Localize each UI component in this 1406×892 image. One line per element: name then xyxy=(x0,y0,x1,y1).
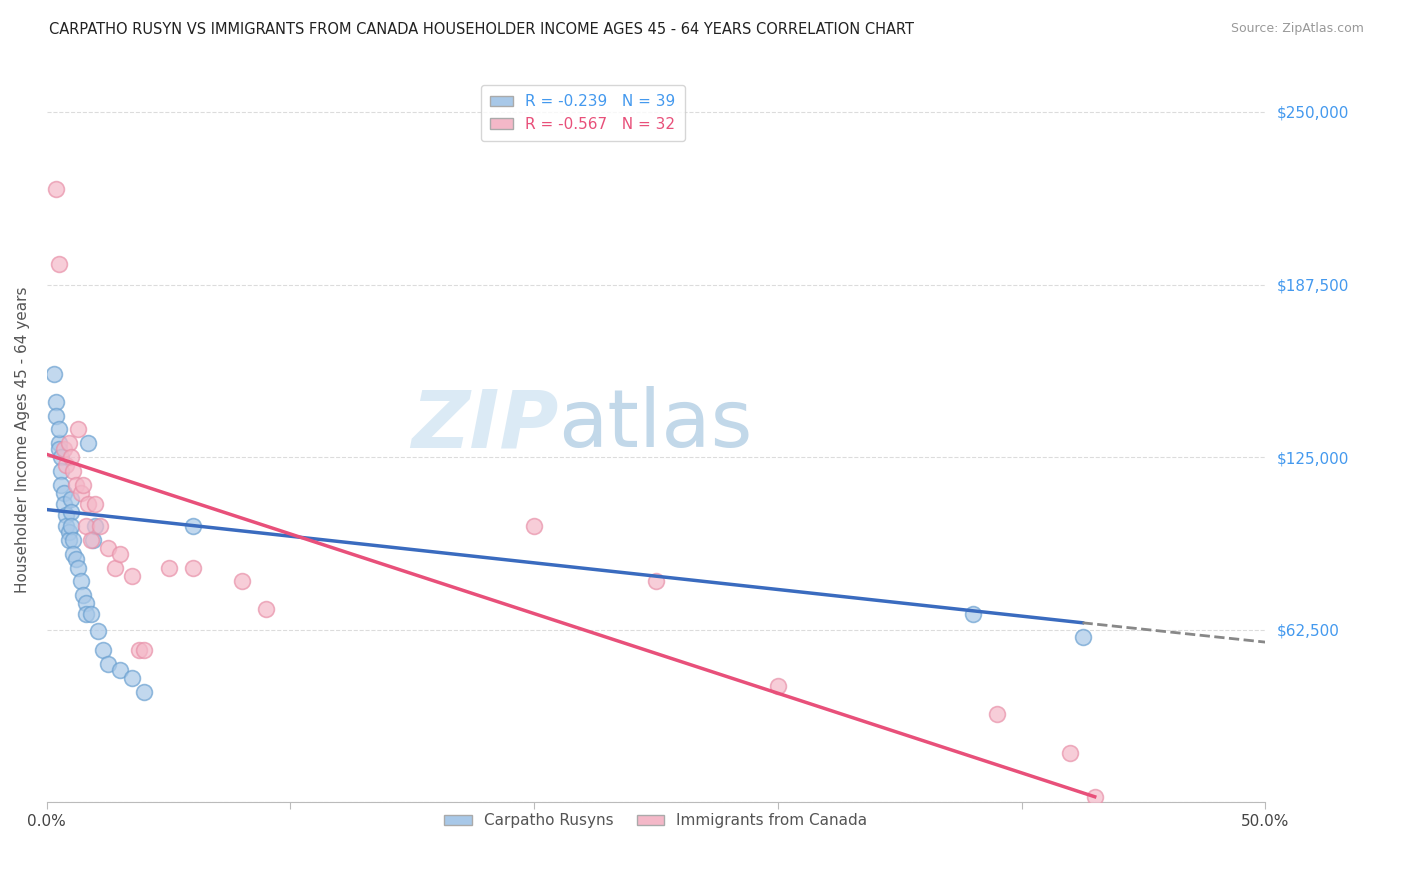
Point xyxy=(55,519,77,533)
Point xyxy=(108,663,131,677)
Point xyxy=(254,602,277,616)
Point xyxy=(48,436,70,450)
Point xyxy=(55,458,77,473)
Point xyxy=(62,533,84,547)
Point xyxy=(62,464,84,478)
Point xyxy=(1059,746,1081,760)
Point xyxy=(51,464,73,478)
Point xyxy=(72,588,94,602)
Point xyxy=(52,442,75,456)
Point xyxy=(97,657,120,672)
Point xyxy=(84,497,107,511)
Point xyxy=(52,497,75,511)
Point xyxy=(79,607,101,622)
Point xyxy=(121,569,143,583)
Point xyxy=(87,624,110,638)
Point xyxy=(766,679,789,693)
Legend: Carpatho Rusyns, Immigrants from Canada: Carpatho Rusyns, Immigrants from Canada xyxy=(439,807,873,835)
Point xyxy=(69,486,91,500)
Point xyxy=(65,552,87,566)
Point xyxy=(48,442,70,456)
Point xyxy=(91,643,114,657)
Point xyxy=(77,497,100,511)
Point xyxy=(157,560,180,574)
Point xyxy=(60,491,83,506)
Point xyxy=(67,422,90,436)
Point xyxy=(75,607,97,622)
Point xyxy=(48,422,70,436)
Point xyxy=(84,519,107,533)
Point xyxy=(134,685,156,699)
Point xyxy=(60,450,83,464)
Point xyxy=(523,519,546,533)
Point xyxy=(121,671,143,685)
Point xyxy=(55,508,77,522)
Point xyxy=(62,547,84,561)
Point xyxy=(51,450,73,464)
Point xyxy=(82,533,104,547)
Point xyxy=(962,607,984,622)
Point xyxy=(97,541,120,556)
Point xyxy=(181,560,204,574)
Text: CARPATHO RUSYN VS IMMIGRANTS FROM CANADA HOUSEHOLDER INCOME AGES 45 - 64 YEARS C: CARPATHO RUSYN VS IMMIGRANTS FROM CANADA… xyxy=(49,22,914,37)
Point xyxy=(45,182,67,196)
Point xyxy=(128,643,150,657)
Text: ZIP: ZIP xyxy=(411,386,558,465)
Point xyxy=(67,560,90,574)
Text: atlas: atlas xyxy=(558,386,752,465)
Point xyxy=(60,519,83,533)
Point xyxy=(108,547,131,561)
Point xyxy=(72,477,94,491)
Point xyxy=(1084,789,1107,804)
Point xyxy=(58,524,80,539)
Point xyxy=(45,409,67,423)
Point xyxy=(75,519,97,533)
Y-axis label: Householder Income Ages 45 - 64 years: Householder Income Ages 45 - 64 years xyxy=(15,286,30,593)
Point xyxy=(65,477,87,491)
Point xyxy=(58,436,80,450)
Point xyxy=(77,436,100,450)
Point xyxy=(42,368,65,382)
Point xyxy=(51,477,73,491)
Point xyxy=(181,519,204,533)
Point xyxy=(89,519,111,533)
Point xyxy=(58,533,80,547)
Point xyxy=(75,597,97,611)
Point xyxy=(1071,630,1094,644)
Point xyxy=(79,533,101,547)
Point xyxy=(645,574,668,589)
Text: Source: ZipAtlas.com: Source: ZipAtlas.com xyxy=(1230,22,1364,36)
Point xyxy=(69,574,91,589)
Point xyxy=(45,395,67,409)
Point xyxy=(231,574,253,589)
Point xyxy=(134,643,156,657)
Point xyxy=(986,706,1008,721)
Point xyxy=(104,560,127,574)
Point xyxy=(48,257,70,271)
Point xyxy=(52,486,75,500)
Point xyxy=(60,505,83,519)
